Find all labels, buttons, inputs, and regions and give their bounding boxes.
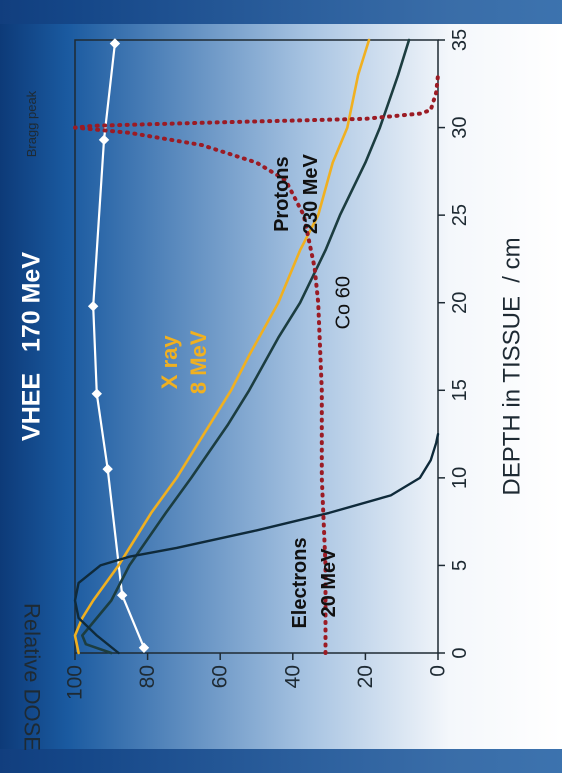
x-tick-label: 15 <box>449 379 471 401</box>
y-axis-title: Relative DOSE <box>20 603 45 751</box>
axis-titles: DEPTH in TISSUE / cm Relative DOSE <box>20 237 526 751</box>
annotations: Bragg peak VHEE 170 MeV Protons 230 MeV X ra… <box>17 90 354 628</box>
electrons-label: Electrons <box>289 537 311 628</box>
vhee-marker <box>116 589 128 601</box>
vhee-marker <box>91 388 102 399</box>
y-tick-label: 40 <box>281 665 304 688</box>
protons-curve <box>73 73 440 655</box>
vhee-markers <box>87 38 150 653</box>
x-tick-label: 5 <box>449 560 471 571</box>
vhee-marker <box>87 301 99 312</box>
vhee-marker <box>98 134 110 146</box>
vhee-marker <box>109 38 121 49</box>
electrons-curve <box>73 432 440 655</box>
xray-energy-label: 8 MeV <box>186 330 211 394</box>
electrons-energy-label: 20 MeV <box>318 548 340 618</box>
x-axis-title: DEPTH in TISSUE / cm <box>499 237 526 495</box>
x-tick-label: 10 <box>449 467 471 489</box>
plot-area: 0 5 10 15 20 25 30 35 0 20 40 60 80 100 Bragg peak VHE… <box>17 29 525 751</box>
co60-curve <box>81 38 411 655</box>
bottom-band <box>0 749 562 773</box>
x-tick-label: 25 <box>449 204 471 226</box>
ticks <box>74 39 445 660</box>
co60-label: Co 60 <box>333 276 355 329</box>
y-tick-label: 80 <box>136 665 159 688</box>
xray-curve <box>73 38 371 655</box>
vhee-marker <box>138 642 150 653</box>
y-tick-label: 60 <box>209 665 232 688</box>
x-tick-label: 30 <box>449 116 471 138</box>
protons-label: Protons <box>271 156 293 232</box>
vhee-marker <box>102 463 113 475</box>
bragg-peak-label: Bragg peak <box>24 90 39 157</box>
y-tick-label: 20 <box>354 665 377 688</box>
tick-labels: 0 5 10 15 20 25 30 35 0 20 40 60 80 100 <box>64 29 472 700</box>
x-tick-label: 20 <box>449 292 471 314</box>
x-tick-label: 35 <box>449 29 471 51</box>
y-tick-label: 0 <box>427 665 450 677</box>
top-band <box>0 0 562 24</box>
x-tick-label: 0 <box>449 647 471 658</box>
protons-energy-label: 230 MeV <box>300 153 322 234</box>
axes-frame <box>74 39 439 654</box>
xray-label: X ray <box>157 335 182 390</box>
vhee-label: VHEE 170 MeV <box>17 252 45 441</box>
y-tick-label: 100 <box>64 665 87 700</box>
